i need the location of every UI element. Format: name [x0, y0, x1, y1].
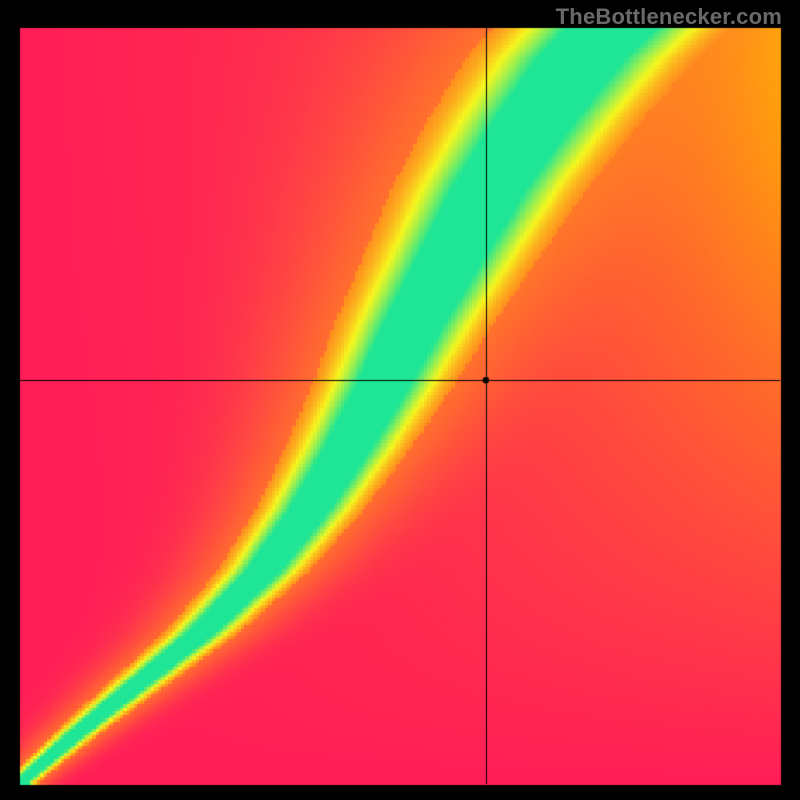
watermark-text: TheBottlenecker.com: [556, 4, 782, 30]
bottleneck-heatmap: [0, 0, 800, 800]
